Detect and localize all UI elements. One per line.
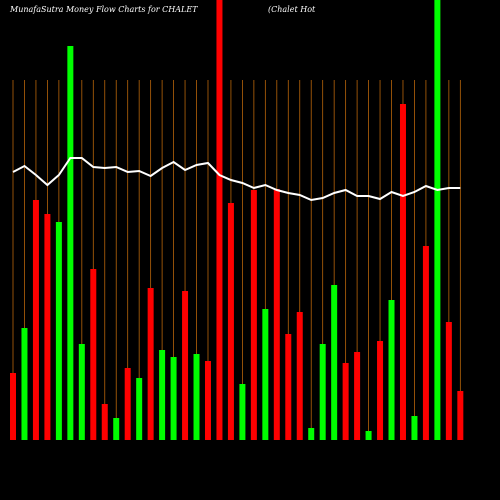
bar xyxy=(21,328,28,440)
bar xyxy=(227,203,234,440)
bar xyxy=(67,46,74,440)
bar xyxy=(273,189,280,440)
bars xyxy=(10,0,464,440)
bar xyxy=(331,285,338,440)
bar xyxy=(44,214,51,440)
bar xyxy=(354,352,361,440)
bar xyxy=(101,404,108,440)
bar xyxy=(434,0,441,440)
bar xyxy=(250,190,257,440)
bar xyxy=(399,104,406,440)
bar xyxy=(285,334,292,440)
bar xyxy=(136,378,143,440)
bar xyxy=(377,341,384,440)
bar xyxy=(147,288,154,440)
bar xyxy=(90,269,97,440)
bar xyxy=(216,0,223,440)
bar xyxy=(55,222,62,440)
bar xyxy=(411,416,418,440)
bar xyxy=(319,344,326,440)
bar xyxy=(182,291,189,440)
bar xyxy=(124,368,131,440)
bar xyxy=(308,428,315,440)
bar xyxy=(445,322,452,440)
bar xyxy=(113,418,120,440)
bar xyxy=(365,431,372,440)
bar xyxy=(10,373,16,440)
bar xyxy=(342,363,349,440)
bar xyxy=(296,312,303,440)
bar xyxy=(32,200,39,440)
bar xyxy=(388,300,395,440)
chart-subtitle: (Chalet Hot xyxy=(268,5,316,14)
bar xyxy=(204,361,211,440)
bar xyxy=(78,344,85,440)
bar xyxy=(239,384,246,440)
bar xyxy=(170,357,177,440)
bar xyxy=(262,309,269,440)
money-flow-line xyxy=(12,157,461,202)
bar xyxy=(457,391,464,440)
bar xyxy=(159,350,166,440)
bar xyxy=(193,354,200,440)
chart-title: MunafaSutra Money Flow Charts for CHALET xyxy=(9,5,198,14)
bar xyxy=(422,246,429,440)
